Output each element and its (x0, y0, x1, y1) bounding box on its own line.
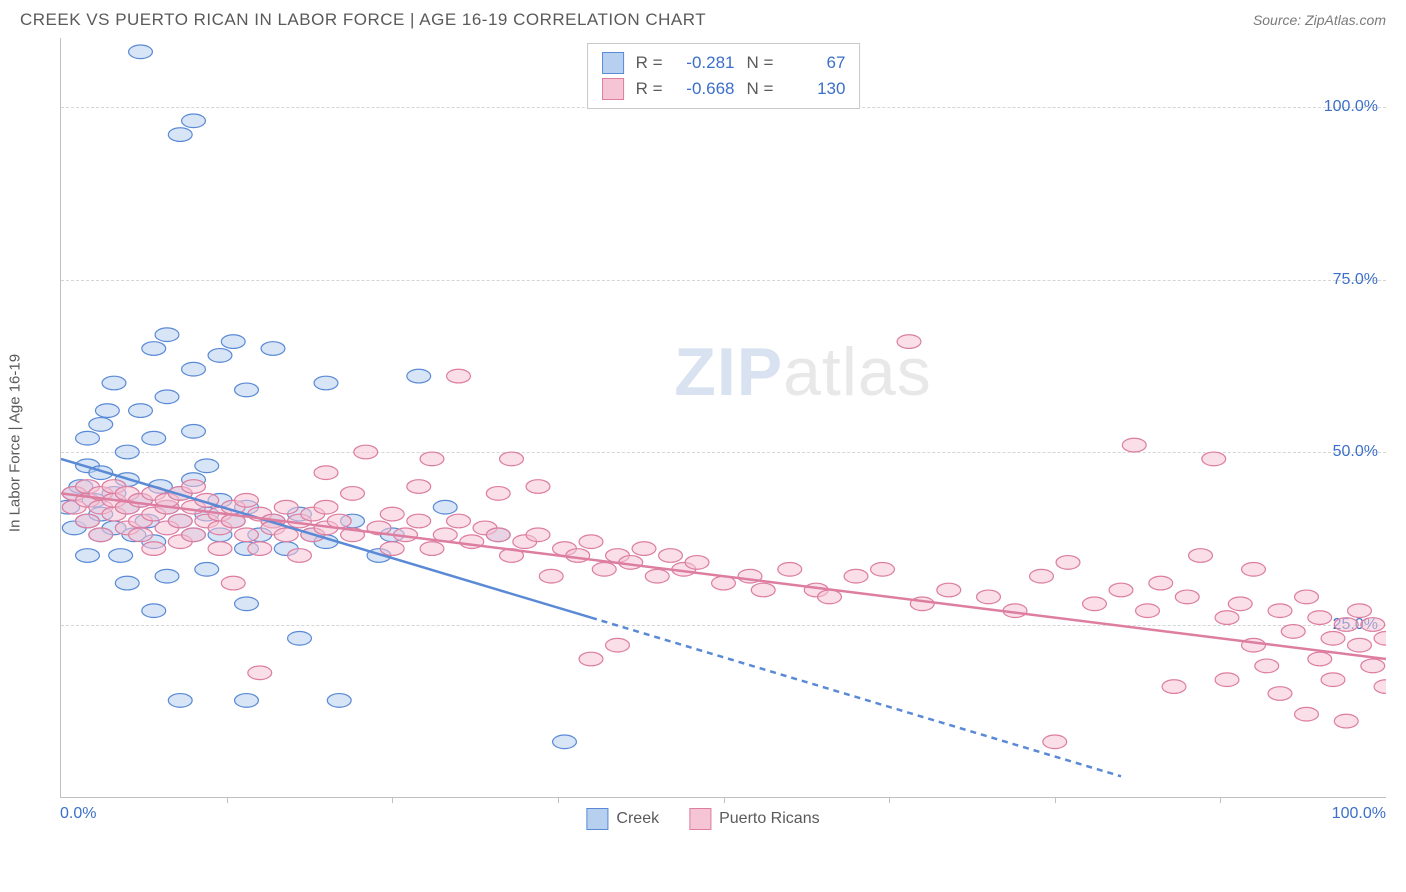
legend-label-creek: Creek (616, 810, 659, 828)
source-attribution: Source: ZipAtlas.com (1253, 12, 1386, 28)
x-min-label: 0.0% (60, 805, 96, 823)
swatch-creek (602, 52, 624, 74)
x-tick (889, 797, 890, 803)
chart-title: CREEK VS PUERTO RICAN IN LABOR FORCE | A… (20, 10, 706, 30)
correlation-legend: R = -0.281 N = 67 R = -0.668 N = 130 (587, 43, 861, 109)
swatch-pr (602, 78, 624, 100)
x-tick (1220, 797, 1221, 803)
x-tick (558, 797, 559, 803)
x-tick (1055, 797, 1056, 803)
legend-item-pr: Puerto Ricans (689, 808, 820, 830)
bottom-legend: Creek Puerto Ricans (586, 808, 819, 830)
x-tick (227, 797, 228, 803)
swatch-creek-icon (586, 808, 608, 830)
x-tick (392, 797, 393, 803)
legend-item-creek: Creek (586, 808, 659, 830)
chart-container: In Labor Force | Age 16-19 ZIPatlas R = … (20, 38, 1386, 848)
legend-label-pr: Puerto Ricans (719, 810, 820, 828)
scatter-svg (61, 38, 1386, 797)
x-max-label: 100.0% (1332, 805, 1386, 823)
x-tick (724, 797, 725, 803)
correlation-row-pr: R = -0.668 N = 130 (602, 76, 846, 102)
y-axis-label: In Labor Force | Age 16-19 (7, 354, 24, 532)
plot-area: ZIPatlas R = -0.281 N = 67 R = -0.668 N … (60, 38, 1386, 798)
correlation-row-creek: R = -0.281 N = 67 (602, 50, 846, 76)
swatch-pr-icon (689, 808, 711, 830)
